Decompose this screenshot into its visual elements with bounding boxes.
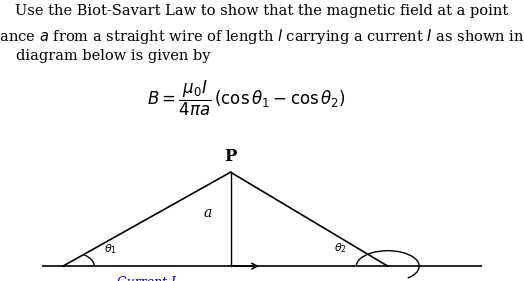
Text: P: P: [224, 148, 237, 165]
Text: $\theta_1$: $\theta_1$: [104, 242, 116, 256]
Text: distance $a$ from a straight wire of length $l$ carrying a current $I$ as shown : distance $a$ from a straight wire of len…: [0, 27, 524, 46]
Text: $\theta_2$: $\theta_2$: [334, 241, 347, 255]
Text: Current I: Current I: [117, 276, 176, 281]
Text: $B = \dfrac{\mu_0 I}{4\pi a}\,(\cos\theta_1 - \cos\theta_2)$: $B = \dfrac{\mu_0 I}{4\pi a}\,(\cos\thet…: [147, 79, 346, 118]
Text: a: a: [204, 206, 212, 220]
Text: diagram below is given by: diagram below is given by: [16, 49, 210, 63]
Text: Use the Biot-Savart Law to show that the magnetic field at a point: Use the Biot-Savart Law to show that the…: [15, 4, 509, 18]
